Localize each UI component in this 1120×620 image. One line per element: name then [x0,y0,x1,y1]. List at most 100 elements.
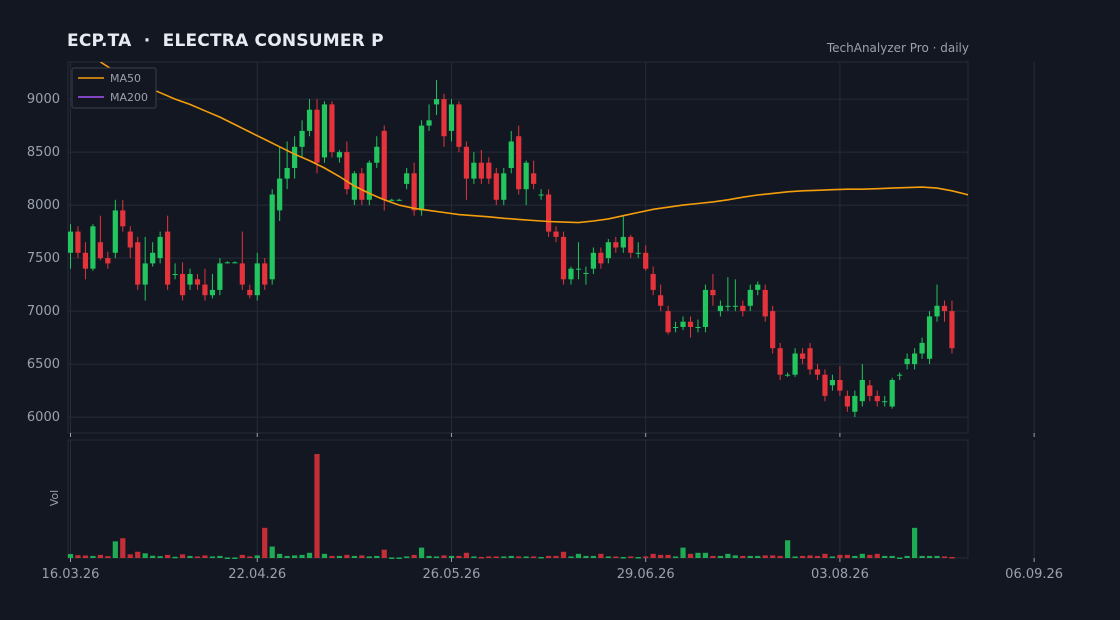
volume-bar [680,547,686,558]
volume-bar [545,555,552,558]
volume-bar [292,555,298,558]
candle-up [306,109,313,131]
volume-bar [381,549,387,558]
volume-bar [314,454,320,558]
candle-down [97,242,103,259]
candle-up [583,272,589,274]
volume-bar [194,556,201,558]
volume-bar [269,546,275,558]
candle-up [523,162,529,190]
candle-down [359,173,365,200]
volume-bar [433,556,440,558]
volume-bar [717,555,723,558]
volume-bar [299,554,305,558]
candle-down [516,136,522,190]
price-panel-frame [67,61,969,434]
moving-averages [99,62,968,224]
candle-up [680,321,686,327]
source-label: TechAnalyzer Pro · daily [826,41,969,55]
candle-up [172,274,178,275]
volume-bar [516,556,522,558]
candle-up [224,262,230,264]
candle-up [217,263,223,290]
volume-bar [553,555,559,558]
volume-bar [202,555,208,558]
candle-up [426,120,432,126]
candle-up [471,162,477,179]
volume-bar [105,556,111,558]
volume-bar [710,555,716,558]
volume-bar [157,556,163,558]
candle-down [127,231,133,248]
candle-up [919,342,925,354]
candle-up [717,305,723,312]
volume-bar [628,556,634,558]
candle-up [142,263,148,285]
candle-down [799,353,806,359]
volume-bar [418,547,425,558]
volume-bar [344,554,350,558]
volume-bar [150,555,156,558]
volume-bar [217,555,223,558]
legend-label-ma50: MA50 [110,72,141,85]
candle-down [105,258,111,264]
legend-label-ma200: MA200 [110,91,148,104]
y-tick-label: 6000 [27,410,60,425]
volume-bar [568,556,574,558]
y-tick-label: 9000 [27,92,60,107]
x-tick-label: 29.06.26 [617,567,675,582]
volume-bar [650,553,656,558]
candle-up [538,194,544,196]
volume-bar [359,555,365,558]
candle-down [120,210,126,227]
candle-up [389,199,395,201]
candle-up [418,125,425,211]
volume-bar [643,556,649,558]
candle-down [867,385,873,396]
volume-bar [859,553,865,558]
candle-up [292,146,298,168]
candles [68,80,955,418]
candle-down [613,242,619,248]
candle-up [747,289,753,306]
volume-axis-label: Vol [48,490,61,506]
volume-bar [284,555,290,558]
candle-up [904,358,910,365]
volume-bar [463,552,470,558]
volume-bar [538,556,544,559]
candle-up [299,130,305,147]
volume-bar [852,555,858,558]
candle-down [381,130,387,200]
candle-up [501,173,507,200]
candle-down [135,242,141,285]
candle-up [852,395,858,412]
volume-bar [396,557,402,559]
candle-down [247,289,253,296]
volume-bar [135,551,141,558]
volume-bar [351,555,357,558]
volume-bar [590,555,596,558]
y-tick-label: 8500 [27,145,60,160]
volume-bar [224,557,230,559]
volume-bar [90,555,96,558]
candle-down [560,236,567,280]
volume-bar [172,556,178,559]
candle-down [314,109,320,163]
candle-down [179,274,186,296]
volume-bar [785,540,791,558]
candle-down [456,104,462,147]
candle-up [702,289,709,327]
volume-bar [777,555,783,558]
candle-down [165,231,171,285]
volume-bar [404,556,410,558]
volume-bar [732,555,738,558]
candle-down [329,104,335,153]
candle-down [814,369,821,375]
volume-bar [672,556,679,558]
volume-bar [949,556,955,559]
x-tick-label: 06.09.26 [1005,567,1063,582]
candle-down [493,173,499,200]
volume-bar [254,555,260,558]
